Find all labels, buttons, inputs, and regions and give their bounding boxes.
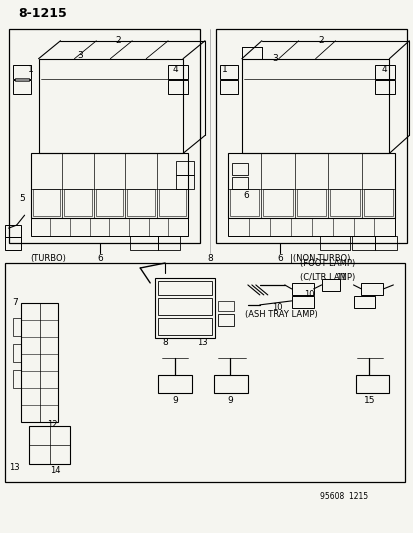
Bar [168,64,188,79]
Bar [5,237,21,250]
Bar [158,318,211,335]
Text: 1: 1 [28,65,33,74]
Bar [241,59,389,154]
Bar [219,79,237,94]
Bar [219,64,237,79]
Text: 13: 13 [196,338,207,347]
Text: 7: 7 [12,298,17,308]
Bar [13,79,31,94]
Bar [217,314,233,326]
Text: (FOOT LAMP): (FOOT LAMP) [299,259,354,268]
Bar [296,189,325,216]
Text: 3: 3 [271,54,277,63]
Bar [353,296,375,308]
Bar [21,303,58,423]
Text: (TURBO): (TURBO) [31,254,66,263]
Bar [33,189,60,216]
Bar [158,189,185,216]
Bar [38,59,183,154]
Bar [361,283,382,295]
Bar [291,283,313,295]
Text: 8: 8 [206,254,212,263]
Text: 8-1215: 8-1215 [19,7,67,20]
Text: 12: 12 [47,420,58,429]
Text: 2: 2 [318,36,324,45]
Bar [64,189,91,216]
Bar [229,189,259,216]
Text: 4: 4 [381,65,386,74]
Text: 10: 10 [304,290,314,300]
Bar [291,296,313,308]
Bar [355,375,389,393]
Text: 8: 8 [162,338,168,347]
Bar [158,281,211,295]
Bar [363,189,392,216]
Bar [95,189,123,216]
Bar [351,236,375,250]
Text: 9: 9 [226,396,232,405]
Bar [14,78,28,80]
Text: 5: 5 [20,193,26,203]
Bar [13,64,31,79]
Text: 2: 2 [115,36,121,45]
Text: 6: 6 [97,254,103,263]
Bar [217,301,233,311]
Text: 6: 6 [242,191,248,200]
Bar [31,218,188,236]
Bar [319,236,349,250]
Bar [214,375,247,393]
Bar [5,263,404,482]
Text: (ASH TRAY LAMP): (ASH TRAY LAMP) [244,310,317,319]
Bar [31,154,188,218]
Bar [168,79,188,94]
Bar [9,29,199,243]
Bar [28,426,70,464]
Bar [130,236,158,250]
Text: 1: 1 [221,65,227,74]
Bar [263,189,292,216]
Text: 3: 3 [77,51,83,60]
Bar [176,175,194,189]
Text: 6: 6 [276,254,282,263]
Bar [330,189,359,216]
Text: 4: 4 [172,65,178,74]
Text: 13: 13 [9,463,20,472]
Bar [13,318,21,336]
Text: (C/LTR LAMP): (C/LTR LAMP) [299,273,354,282]
Bar [228,218,394,236]
Text: 15: 15 [363,396,374,405]
Bar [13,370,21,387]
Bar [127,189,154,216]
Bar [176,161,194,175]
Bar [216,29,406,243]
Text: 9: 9 [172,396,178,405]
Bar [231,163,247,175]
Bar [231,177,247,189]
Bar [321,279,339,291]
Text: 10: 10 [272,303,282,312]
Bar [375,79,394,94]
Bar [375,64,394,79]
Bar [5,225,21,237]
Text: 95608  1215: 95608 1215 [319,492,367,500]
Bar [155,278,214,338]
Bar [158,298,211,315]
Text: |(NON-TURBO): |(NON-TURBO) [289,254,349,263]
Bar [375,236,396,250]
Text: 11: 11 [335,273,346,282]
Bar [158,375,192,393]
Text: 14: 14 [50,466,61,475]
Bar [13,344,21,362]
Bar [228,154,394,218]
Bar [158,236,180,250]
